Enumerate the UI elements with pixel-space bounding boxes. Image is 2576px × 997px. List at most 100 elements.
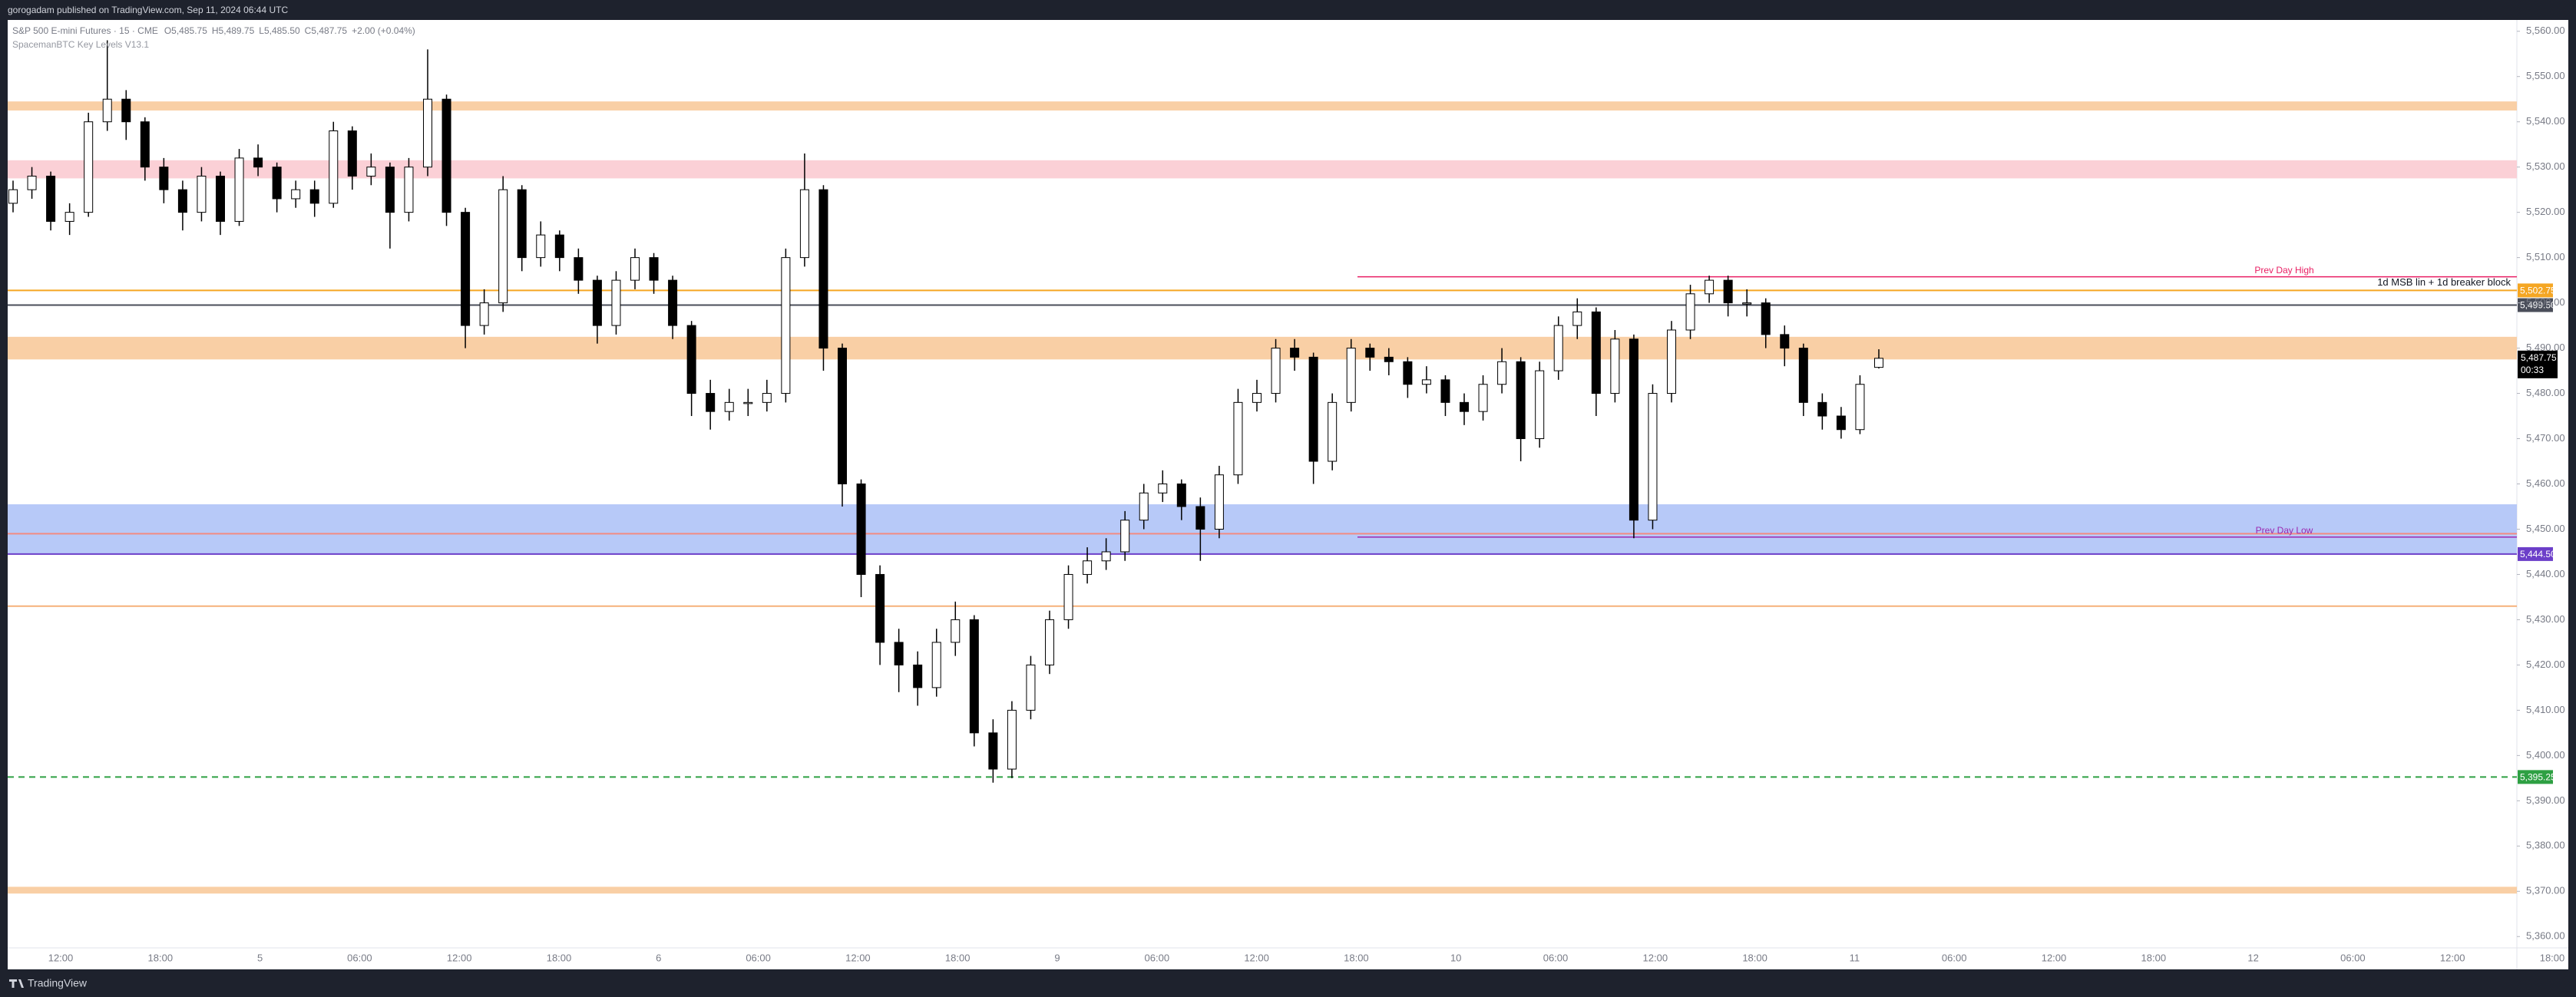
- level-label-bg: [2518, 298, 2553, 312]
- x-tick-label: 12: [2247, 952, 2258, 963]
- x-tick-label: 12:00: [1244, 952, 1269, 963]
- candle-body: [1384, 356, 1394, 362]
- candle-body: [1629, 338, 1639, 521]
- candle-body: [630, 257, 640, 281]
- candle-body: [1346, 348, 1356, 403]
- y-tick-label: 5,520.00: [2526, 206, 2565, 217]
- candle-body: [404, 167, 414, 213]
- brand: TradingView: [28, 977, 88, 989]
- x-tick-label: 11: [1850, 952, 1860, 963]
- candle-body: [1158, 484, 1168, 494]
- candle-body: [1176, 484, 1186, 507]
- candle-body: [1667, 329, 1676, 395]
- candle-body: [46, 175, 56, 222]
- candle-body: [1836, 415, 1846, 431]
- candle-body: [1553, 325, 1563, 371]
- candle-body: [1761, 302, 1771, 335]
- key-zone: [8, 504, 2517, 554]
- left-border: [0, 20, 8, 969]
- candle-body: [574, 257, 584, 281]
- candle-body: [856, 484, 866, 575]
- candle-body: [1328, 401, 1338, 462]
- key-zone: [8, 160, 2517, 179]
- y-tick-label: 5,500.00: [2526, 296, 2565, 308]
- candle-body: [536, 234, 546, 259]
- y-tick-label: 5,380.00: [2526, 840, 2565, 851]
- x-tick-label: 12:00: [48, 952, 74, 963]
- candle-body: [27, 175, 37, 190]
- candle-body: [366, 167, 376, 177]
- candle-body: [1817, 401, 1827, 417]
- candle-body: [517, 189, 527, 259]
- y-tick-label: 5,410.00: [2526, 704, 2565, 715]
- candle-body: [121, 98, 131, 123]
- header-bar: [0, 0, 2576, 20]
- candle-body: [1460, 401, 1469, 412]
- y-tick-label: 5,440.00: [2526, 568, 2565, 579]
- annotation-label: Prev Day High: [2254, 265, 2313, 276]
- legend-close: C5,487.75: [305, 25, 348, 36]
- x-tick-label: 18:00: [2141, 952, 2167, 963]
- indicator-name: SpacemanBTC Key Levels V13.1: [12, 39, 149, 50]
- candle-body: [1045, 619, 1054, 665]
- legend-open: O5,485.75: [164, 25, 207, 36]
- candle-body: [1497, 361, 1507, 385]
- x-tick-label: 18:00: [1742, 952, 1767, 963]
- candle-body: [1063, 573, 1073, 620]
- candle-body: [1233, 401, 1243, 476]
- candle-body: [140, 121, 150, 168]
- candle-body: [1308, 356, 1318, 462]
- brand-logo: [9, 979, 24, 988]
- candle-body: [1403, 361, 1413, 385]
- right-border: [2568, 20, 2576, 969]
- last-price-bg: [2518, 350, 2558, 378]
- candle-body: [423, 98, 432, 168]
- candle-body: [177, 189, 187, 213]
- candle-body: [216, 175, 225, 222]
- candle-body: [554, 234, 564, 259]
- level-label: 5,444.50: [2520, 549, 2556, 560]
- y-tick-label: 5,390.00: [2526, 794, 2565, 806]
- y-tick-label: 5,450.00: [2526, 523, 2565, 534]
- candle-body: [781, 257, 791, 395]
- candle-body: [1421, 379, 1431, 385]
- candle-body: [1214, 474, 1224, 530]
- x-tick-label: 18:00: [1344, 952, 1369, 963]
- level-label: 5,395.25: [2520, 772, 2556, 783]
- candle-body: [988, 732, 998, 770]
- level-label: 5,499.50: [2520, 300, 2556, 311]
- y-tick-label: 5,400.00: [2526, 749, 2565, 761]
- candle-body: [1780, 334, 1790, 349]
- x-tick-label: 06:00: [1543, 952, 1569, 963]
- candle-body: [1440, 379, 1450, 403]
- candle-body: [1083, 560, 1093, 575]
- y-tick-label: 5,550.00: [2526, 70, 2565, 81]
- symbol-name: S&P 500 E-mini Futures · 15 · CME: [12, 25, 158, 36]
- y-tick-label: 5,370.00: [2526, 885, 2565, 896]
- candle-body: [1516, 361, 1526, 440]
- candle-body: [347, 130, 357, 177]
- y-tick-label: 5,510.00: [2526, 251, 2565, 262]
- candle-body: [1120, 520, 1130, 553]
- axes: 5,502.75 5,499.50 5,444.50 5,395.25 5,560.00…: [48, 25, 2565, 963]
- candle-body: [64, 212, 74, 222]
- candle-body: [1478, 384, 1488, 412]
- annotation-label: Prev Day Low: [2256, 525, 2313, 536]
- x-tick-label: 18:00: [945, 952, 971, 963]
- x-tick-label: 06:00: [347, 952, 372, 963]
- x-tick-label: 06:00: [746, 952, 771, 963]
- level-label-bg: [2518, 546, 2553, 561]
- plot-area: Prev Day High Prev Day Low 1d MSB lin + 1d…: [8, 40, 2517, 894]
- candle-body: [1535, 370, 1545, 440]
- candle-body: [479, 302, 489, 326]
- legend-change: +2.00 (+0.04%): [352, 25, 415, 36]
- y-tick-label: 5,560.00: [2526, 25, 2565, 36]
- candle-body: [951, 619, 961, 643]
- y-tick-label: 5,430.00: [2526, 613, 2565, 625]
- x-tick-label: 9: [1054, 952, 1060, 963]
- candle-body: [461, 212, 471, 326]
- key-zone: [8, 336, 2517, 360]
- candle-body: [818, 189, 828, 349]
- candle-body: [799, 189, 809, 259]
